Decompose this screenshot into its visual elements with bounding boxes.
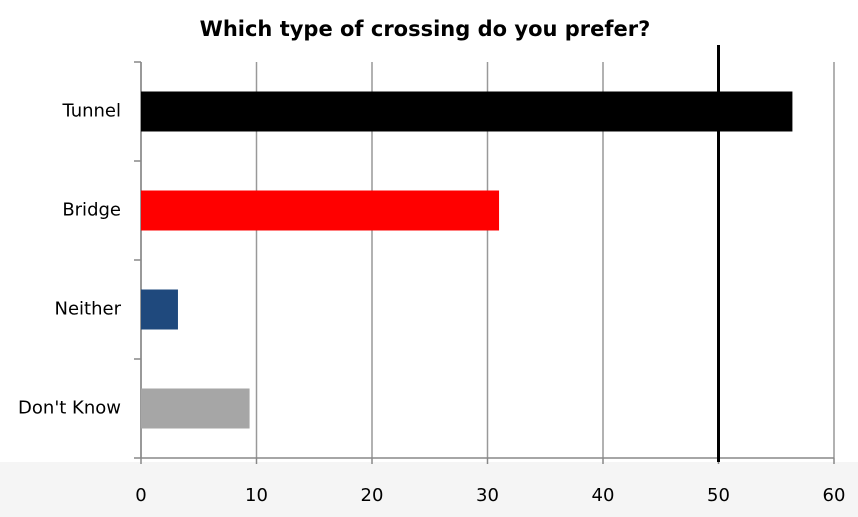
bar — [141, 289, 178, 330]
bar — [141, 388, 250, 429]
y-tick-label: Tunnel — [61, 101, 121, 122]
y-tick-label: Don't Know — [18, 398, 121, 419]
x-tick-label: 30 — [476, 485, 499, 506]
y-tick-label: Bridge — [62, 200, 121, 221]
y-tick-label: Neither — [55, 299, 122, 320]
x-tick-label: 20 — [361, 485, 384, 506]
x-tick-label: 10 — [245, 485, 268, 506]
footer-band — [0, 462, 858, 517]
x-tick-label: 0 — [135, 485, 146, 506]
x-tick-label: 50 — [707, 485, 730, 506]
bar — [141, 91, 793, 132]
x-tick-label: 60 — [823, 485, 846, 506]
chart-title: Which type of crossing do you prefer? — [200, 17, 651, 41]
x-tick-label: 40 — [592, 485, 615, 506]
bar — [141, 190, 500, 231]
